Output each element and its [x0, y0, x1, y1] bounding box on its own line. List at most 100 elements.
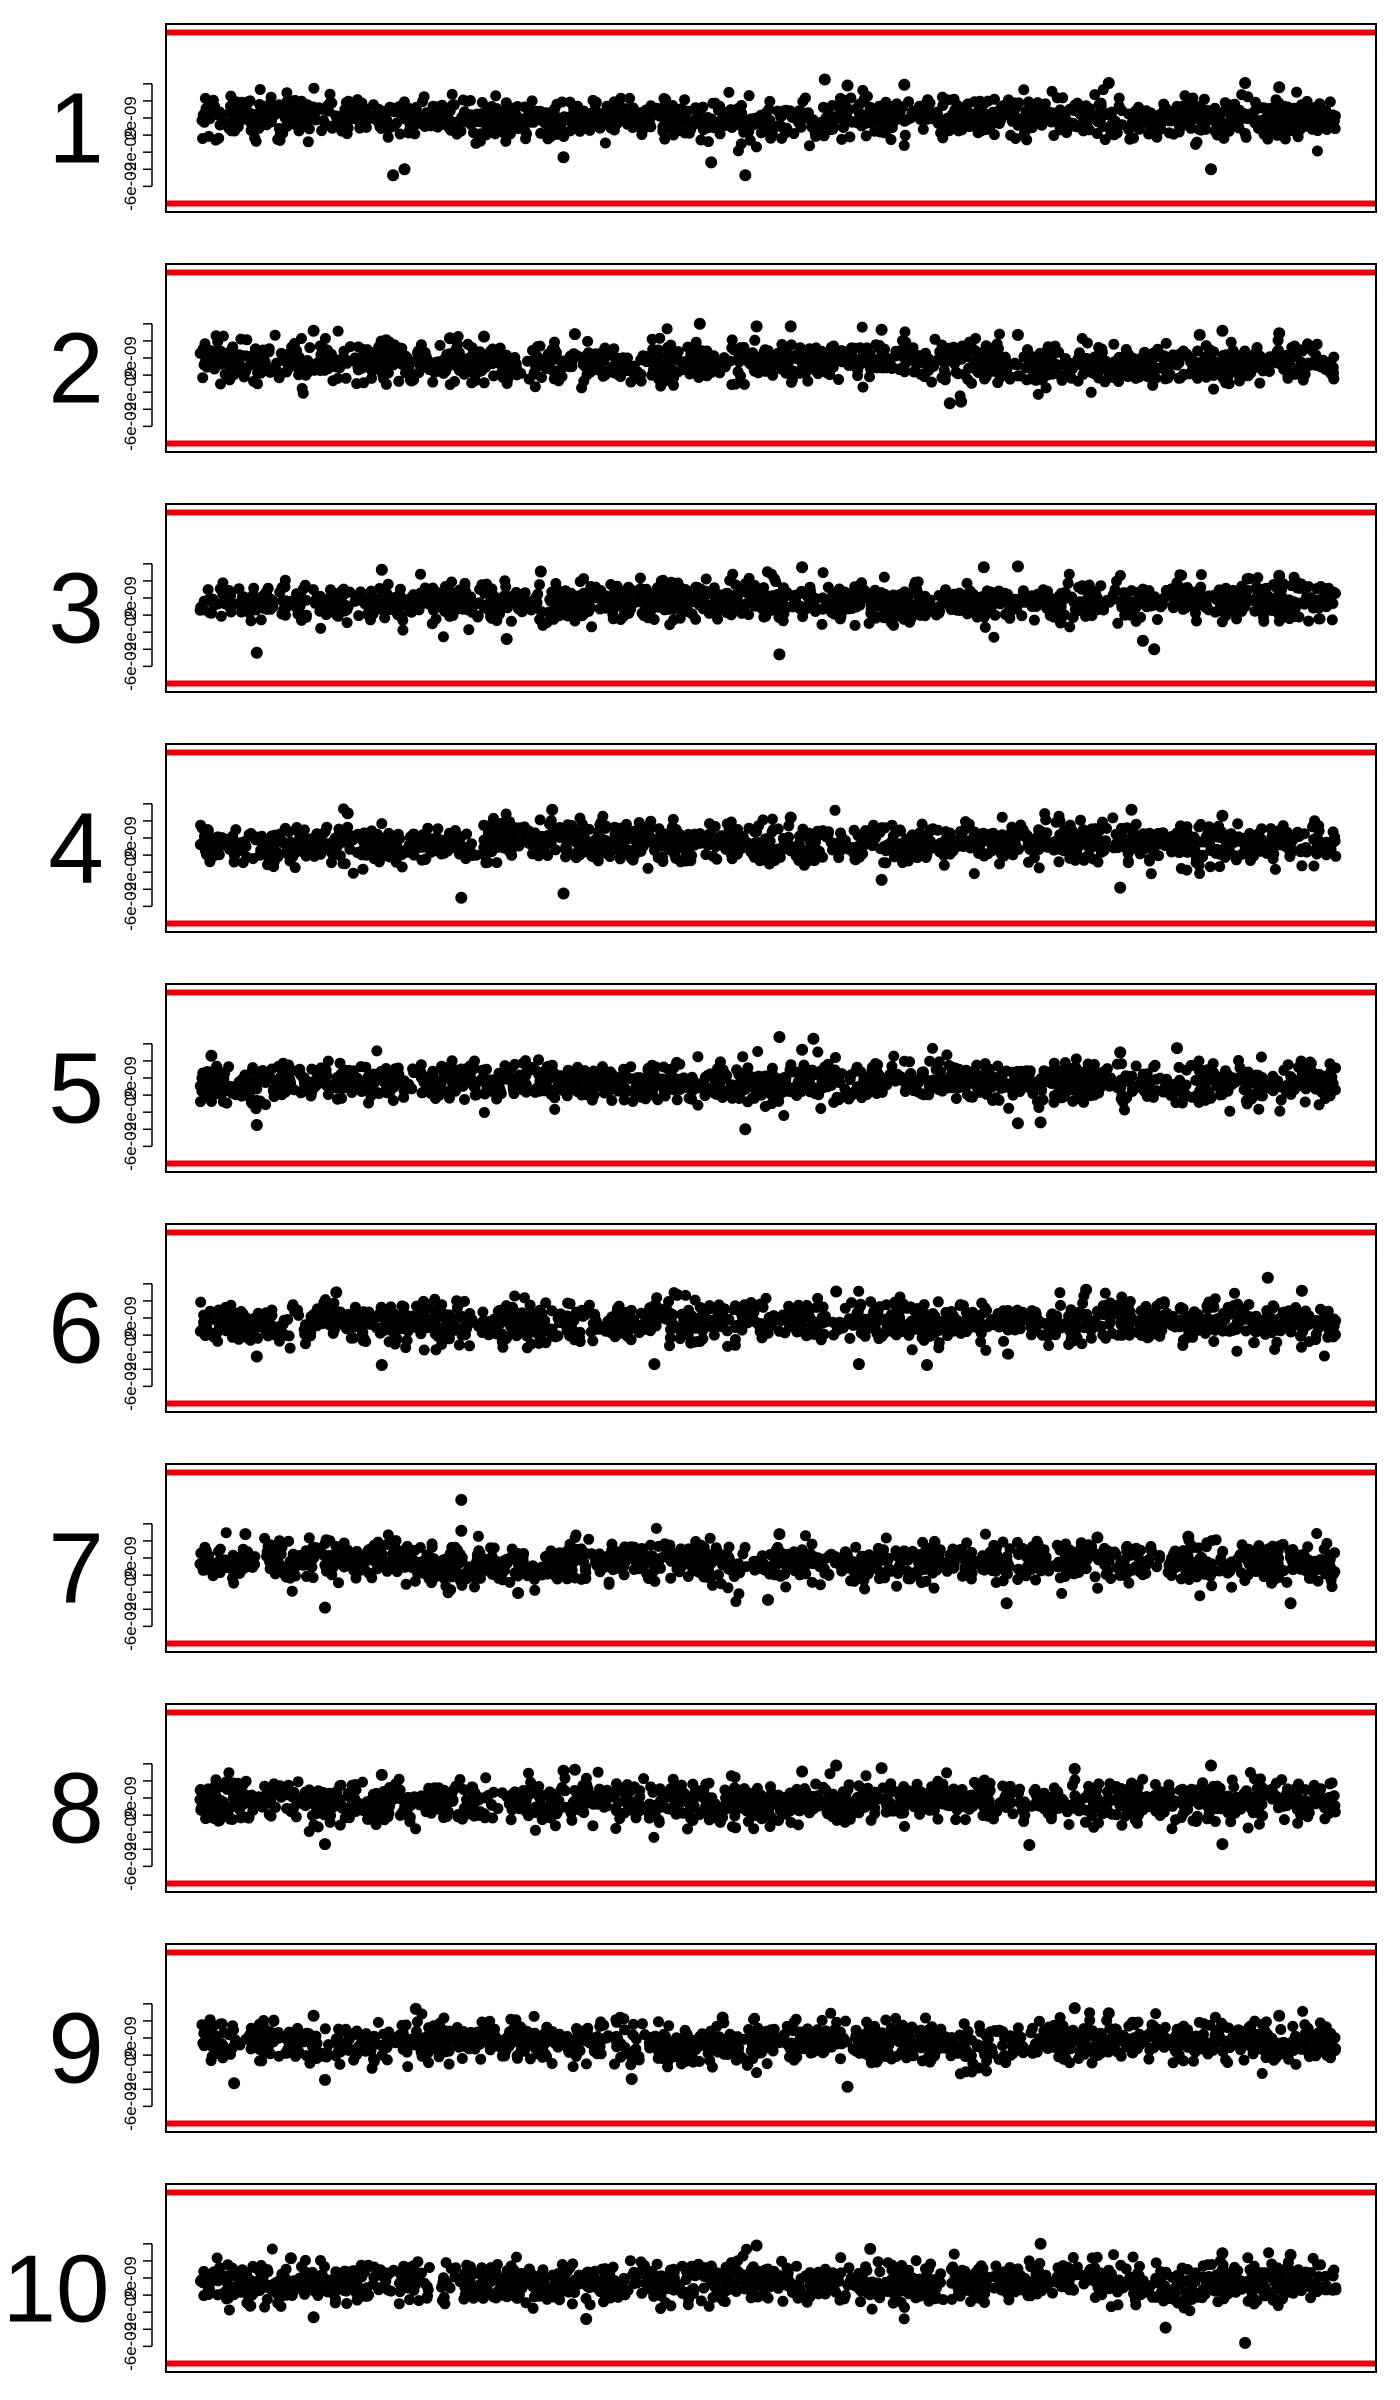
- data-point: [711, 853, 723, 865]
- data-point: [1081, 595, 1093, 607]
- data-point: [584, 124, 596, 136]
- data-point: [988, 631, 1000, 643]
- data-point: [1266, 593, 1278, 605]
- data-point: [1134, 848, 1146, 860]
- data-point: [1240, 366, 1252, 378]
- outlier-point: [784, 811, 797, 824]
- data-point: [1326, 614, 1338, 626]
- data-point: [724, 575, 736, 586]
- data-point: [873, 100, 885, 112]
- data-point: [436, 114, 448, 125]
- data-point: [209, 598, 221, 610]
- data-point: [1309, 359, 1321, 371]
- outlier-point: [1125, 803, 1138, 816]
- data-point: [714, 367, 726, 379]
- data-point: [817, 567, 829, 579]
- data-point: [452, 120, 464, 132]
- data-point: [1320, 594, 1332, 606]
- data-point: [1022, 344, 1033, 356]
- data-point: [1241, 573, 1253, 585]
- data-point: [1055, 617, 1066, 629]
- data-point: [499, 575, 511, 587]
- data-point: [560, 831, 572, 843]
- data-point: [1311, 583, 1323, 594]
- data-point: [1175, 863, 1187, 874]
- data-point: [1297, 374, 1309, 386]
- data-point: [531, 114, 543, 126]
- outlier-point: [557, 151, 570, 164]
- data-point: [1075, 814, 1086, 826]
- data-point: [352, 94, 363, 106]
- data-point: [846, 603, 858, 614]
- data-point: [1104, 596, 1115, 608]
- data-point: [1183, 592, 1195, 604]
- data-point: [1191, 136, 1203, 148]
- data-point: [863, 617, 875, 629]
- data-point: [291, 356, 303, 368]
- data-point: [903, 96, 915, 108]
- data-point: [1260, 582, 1272, 594]
- data-point: [326, 857, 337, 869]
- data-point: [1277, 820, 1289, 832]
- data-point: [446, 99, 458, 111]
- data-point: [513, 840, 525, 852]
- data-point: [1010, 101, 1022, 113]
- data-point: [229, 125, 241, 137]
- data-point: [1323, 844, 1335, 856]
- data-point: [486, 101, 498, 113]
- data-point: [674, 828, 686, 840]
- data-point: [683, 841, 695, 853]
- data-point: [604, 108, 616, 119]
- data-point: [1178, 845, 1190, 857]
- data-point: [1071, 834, 1083, 846]
- data-point: [1097, 361, 1109, 373]
- data-point: [521, 128, 532, 140]
- data-point: [1002, 109, 1014, 121]
- data-point: [821, 363, 833, 374]
- y-tick-label: 2e-09: [121, 96, 140, 139]
- data-point: [523, 835, 535, 847]
- data-point: [1003, 1102, 1015, 1114]
- data-point: [657, 851, 668, 863]
- data-point: [578, 573, 590, 585]
- data-point: [587, 94, 599, 106]
- data-point: [380, 105, 392, 117]
- data-point: [534, 579, 545, 591]
- data-point: [934, 605, 946, 617]
- data-point: [1023, 856, 1034, 868]
- outlier-points: [387, 73, 1286, 182]
- outlier-point: [796, 561, 809, 574]
- data-point: [564, 125, 576, 137]
- data-point: [804, 581, 816, 593]
- data-point: [1297, 109, 1308, 121]
- data-point: [426, 107, 438, 119]
- data-point: [653, 592, 665, 604]
- outlier-point: [943, 397, 956, 410]
- data-point: [634, 572, 646, 584]
- data-point: [339, 605, 351, 617]
- data-point: [512, 123, 524, 134]
- data-point: [197, 372, 209, 384]
- data-point: [804, 140, 815, 152]
- data-point: [373, 856, 385, 868]
- data-point: [529, 381, 541, 393]
- data-point: [439, 596, 451, 608]
- data-point: [1259, 102, 1271, 114]
- data-point: [1155, 601, 1167, 613]
- data-point: [730, 378, 741, 390]
- data-point: [812, 1046, 824, 1058]
- data-point: [897, 335, 908, 347]
- data-point: [743, 90, 755, 102]
- data-point: [1151, 131, 1163, 143]
- data-point: [732, 145, 744, 157]
- data-point: [665, 339, 677, 351]
- data-point: [621, 118, 633, 130]
- data-point: [1280, 127, 1291, 139]
- data-point: [637, 350, 649, 362]
- data-point: [695, 134, 707, 146]
- data-point: [290, 112, 302, 123]
- data-point: [625, 603, 637, 615]
- data-point: [1069, 604, 1081, 616]
- data-point: [701, 370, 713, 382]
- data-point: [445, 831, 457, 843]
